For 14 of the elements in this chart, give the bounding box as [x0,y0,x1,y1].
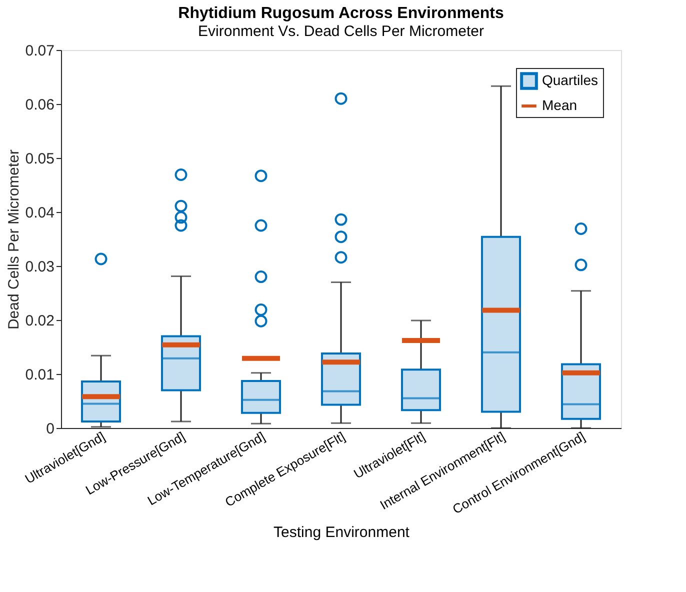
x-axis-title: Testing Environment [274,524,410,541]
legend-label: Quartiles [542,72,598,88]
y-tick-label: 0.05 [25,150,54,168]
y-axis-title: Dead Cells Per Micrometer [5,149,22,330]
y-tick-label: 0.01 [25,366,54,384]
y-tick-label: 0.03 [25,258,54,276]
annotation: Mean [542,97,578,113]
chart-subtitle: Evironment Vs. Dead Cells Per Micrometer [198,23,484,40]
chart-title: Rhytidium Rugosum Across Environments [178,5,504,22]
y-tick-label: 0 [46,420,54,438]
y-tick-label: 0.06 [25,96,54,114]
y-tick-label: 0.07 [25,42,54,60]
y-tick-label: 0.02 [25,312,54,330]
y-tick-label: 0.04 [25,204,54,222]
